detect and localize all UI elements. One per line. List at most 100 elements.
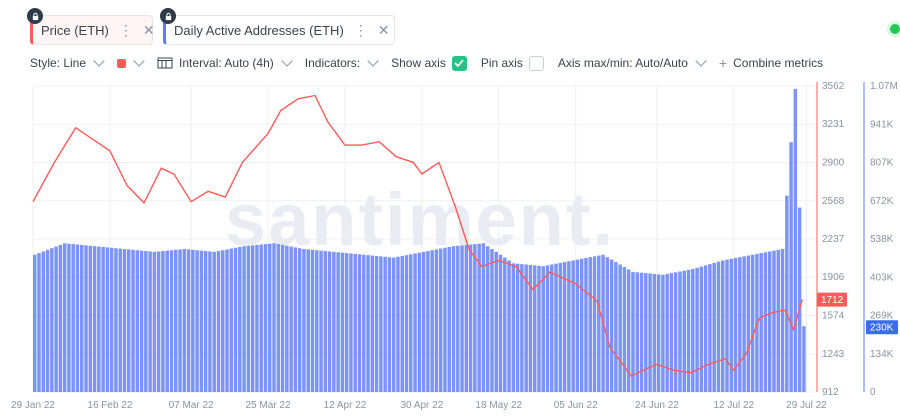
x-tick-label: 07 Mar 22 [169, 400, 214, 411]
last-value-badges: 1712 230K [817, 292, 898, 335]
plus-icon: + [718, 55, 728, 71]
daa-bar [135, 250, 140, 392]
daa-bar [669, 273, 674, 392]
daa-bar [716, 261, 721, 392]
price-tick-label: 1243 [822, 349, 845, 360]
daa-bar [75, 244, 80, 392]
daa-bar [306, 249, 310, 392]
daa-bar [417, 252, 422, 392]
daa-bar [481, 243, 486, 392]
daa-bar [443, 247, 447, 392]
daa-bar [178, 249, 182, 392]
close-icon[interactable]: ✕ [142, 21, 155, 38]
x-tick-label: 12 Apr 22 [324, 400, 367, 411]
daa-bar [263, 244, 268, 392]
daa-bar [199, 250, 204, 392]
x-tick-label: 30 Apr 22 [400, 400, 443, 411]
daa-last-value-badge [866, 320, 898, 335]
daa-bar [327, 251, 332, 392]
daa-bar [208, 251, 212, 392]
close-icon[interactable]: ✕ [377, 21, 390, 38]
x-tick-label: 05 Jun 22 [554, 400, 598, 411]
daa-bar [84, 245, 88, 392]
show-axis-toggle[interactable]: Show axis [391, 55, 467, 71]
daa-bar [503, 257, 507, 392]
daa-bar [152, 251, 157, 392]
price-tick-label: 2900 [822, 157, 845, 168]
daa-bar [644, 273, 648, 392]
daa-bar [272, 243, 276, 392]
daa-bar [550, 264, 554, 392]
daa-bar [695, 267, 699, 392]
daa-bar [703, 265, 708, 392]
daa-bar [280, 244, 285, 392]
tab-price-eth[interactable]: Price (ETH) ⋮ ✕ [27, 8, 155, 45]
indicators-dropdown[interactable]: Indicators: [305, 55, 379, 70]
daa-bar [485, 246, 490, 392]
price-tick-label: 3562 [822, 81, 845, 92]
checkbox-checked-icon[interactable] [451, 55, 467, 71]
style-label: Style: Line [30, 56, 87, 70]
price-tick-label: 1906 [822, 272, 845, 283]
daa-bar [315, 250, 319, 392]
daa-bar [212, 251, 216, 392]
daa-bar [148, 251, 152, 392]
interval-dropdown[interactable]: Interval: Auto (4h) [157, 55, 293, 70]
daa-bar [45, 249, 50, 392]
status-indicator [890, 24, 900, 34]
daa-bar [421, 251, 426, 392]
daa-bar [174, 249, 178, 392]
daa-bar [250, 245, 255, 392]
axis-maxmin-dropdown[interactable]: Axis max/min: Auto/Auto [557, 55, 707, 70]
calendar-icon [157, 57, 173, 69]
daa-bar [618, 264, 622, 392]
daa-bar [665, 273, 669, 392]
daa-bar [344, 253, 349, 392]
daa-bar [340, 252, 345, 392]
daa-tick-label: 538K [870, 234, 894, 245]
tab-daily-active-addresses[interactable]: Daily Active Addresses (ETH) ⋮ ✕ [160, 8, 395, 45]
daa-bar [238, 246, 242, 392]
daa-bar [789, 142, 793, 392]
daa-bar [554, 263, 558, 392]
more-options-icon[interactable]: ⋮ [118, 21, 133, 38]
daa-bar [246, 245, 251, 392]
checkbox-unchecked-icon[interactable] [528, 55, 544, 71]
lock-icon [160, 8, 176, 24]
combine-metrics-button[interactable]: + Combine metrics [719, 55, 823, 71]
daa-tick-label: 403K [870, 272, 894, 283]
daa-tick-label: 134K [870, 349, 894, 360]
daa-bar [54, 246, 58, 392]
daa-tick-label: 672K [870, 196, 894, 207]
daa-bar [33, 254, 37, 392]
daa-bar [494, 251, 498, 392]
x-tick-label: 25 Mar 22 [246, 400, 291, 411]
daa-bar [456, 245, 460, 392]
daa-bar [374, 255, 379, 392]
daa-bar [297, 248, 302, 392]
daa-bar [144, 251, 148, 392]
color-picker[interactable] [117, 55, 145, 68]
daa-bar [528, 264, 533, 392]
x-axis: 29 Jan 22 16 Feb 22 07 Mar 22 25 Mar 22 12 A… [11, 400, 827, 411]
pin-axis-toggle[interactable]: Pin axis [481, 55, 544, 71]
daa-bar [733, 258, 738, 392]
axis-maxmin-label: Axis max/min: Auto/Auto [557, 56, 688, 70]
daa-last-value-text: 230K [870, 323, 894, 334]
daa-bar [537, 265, 541, 392]
daa-bar [532, 265, 537, 392]
style-dropdown[interactable]: Style: Line [30, 55, 105, 70]
daa-bar [699, 266, 704, 392]
daa-bar [426, 251, 430, 392]
price-tick-label: 912 [822, 387, 839, 398]
daa-bar [289, 246, 293, 392]
more-options-icon[interactable]: ⋮ [353, 21, 368, 38]
daa-bar [708, 264, 712, 392]
daa-bar [362, 254, 366, 392]
show-axis-label: Show axis [391, 56, 446, 70]
daa-bar [268, 243, 272, 392]
daa-bar [597, 255, 601, 392]
daa-tick-label: 807K [870, 158, 894, 169]
daa-bar [511, 263, 516, 392]
